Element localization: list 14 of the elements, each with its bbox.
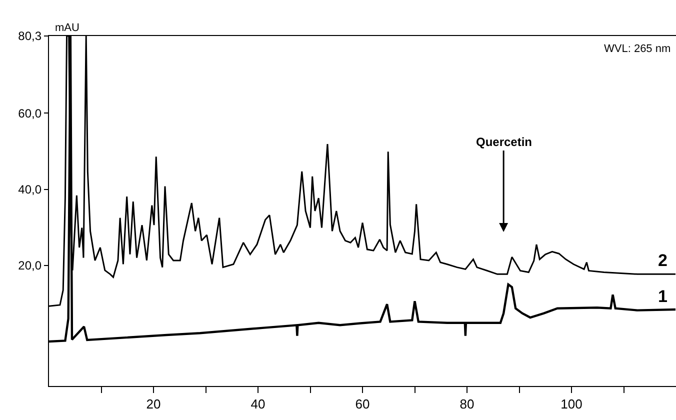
y-tick-label: 80,3 [18,29,42,44]
series-label: 1 [658,287,668,306]
y-axis-title: mAU [55,22,80,34]
x-tick-label: 60 [355,396,370,412]
y-tick-label: 40,0 [18,182,42,197]
y-tick-label: 20,0 [18,258,42,273]
x-tick-label: 80 [460,396,474,412]
y-tick-label: 60,0 [18,106,42,120]
x-tick-label: 100 [560,396,582,412]
series-label: 2 [658,251,668,270]
annotation: Quercetin [476,135,532,149]
annotation: WVL: 265 nm [604,43,671,55]
x-tick-label: 40 [250,396,266,412]
x-tick-label: 20 [146,396,161,412]
